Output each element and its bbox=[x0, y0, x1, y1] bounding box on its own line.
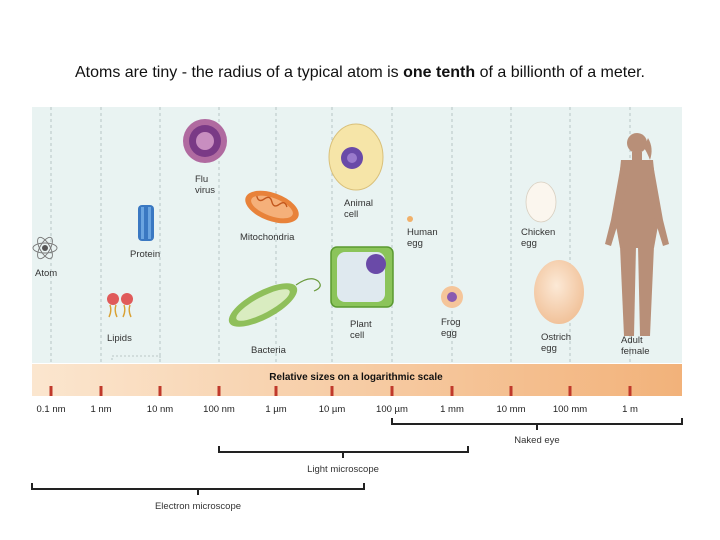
tick-label: 1 m bbox=[622, 404, 638, 415]
animal-cell-illustration bbox=[328, 123, 384, 191]
protein-label: Protein bbox=[130, 249, 160, 260]
human-egg-illustration bbox=[407, 216, 413, 222]
tick-label: 100 mm bbox=[553, 404, 587, 415]
light-microscope-bracket bbox=[218, 446, 469, 453]
mitochondria-illustration bbox=[245, 190, 299, 224]
tick-label: 1 µm bbox=[265, 404, 286, 415]
lipids-illustration bbox=[107, 293, 133, 318]
electron-microscope-bracket bbox=[31, 483, 365, 490]
adult-female-label-2: female bbox=[621, 346, 650, 357]
tick-label: 0.1 nm bbox=[36, 404, 65, 415]
naked-eye-label: Naked eye bbox=[514, 435, 559, 446]
plant-cell-label-1: Plant bbox=[350, 319, 372, 330]
ostrich-egg-illustration bbox=[534, 260, 584, 324]
flu-virus-label-2: virus bbox=[195, 185, 215, 196]
ostrich-egg-label-1: Ostrich bbox=[541, 332, 571, 343]
chicken-egg-label-1: Chicken bbox=[521, 227, 555, 238]
tick-label: 10 nm bbox=[147, 404, 173, 415]
plant-cell-label-2: cell bbox=[350, 330, 364, 341]
headline: Atoms are tiny - the radius of a typical… bbox=[0, 64, 720, 82]
plant-cell-illustration bbox=[330, 246, 394, 308]
bacteria-illustration bbox=[228, 278, 321, 327]
tick-label: 10 mm bbox=[496, 404, 525, 415]
light-microscope-label: Light microscope bbox=[307, 464, 379, 475]
adult-female-illustration bbox=[605, 133, 669, 336]
tick-marks bbox=[49, 386, 632, 396]
lipids-label: Lipids bbox=[107, 333, 132, 344]
mitochondria-label: Mitochondria bbox=[240, 232, 295, 243]
frog-egg-illustration bbox=[441, 286, 463, 308]
tick-label: 100 µm bbox=[376, 404, 408, 415]
frog-egg-label-1: Frog bbox=[441, 317, 461, 328]
electron-microscope-label: Electron microscope bbox=[155, 501, 241, 512]
naked-eye-bracket bbox=[391, 418, 683, 425]
chicken-egg-illustration bbox=[525, 181, 557, 223]
atom-label: Atom bbox=[35, 268, 57, 279]
headline-prefix: Atoms are tiny - the radius of a typical… bbox=[74, 64, 404, 81]
scale-banner bbox=[32, 364, 682, 396]
adult-female-label-1: Adult bbox=[621, 335, 643, 346]
frog-egg-label-2: egg bbox=[441, 328, 457, 339]
tick-label: 1 nm bbox=[90, 404, 111, 415]
protein-illustration bbox=[138, 205, 154, 241]
flu-virus-label-1: Flu bbox=[195, 174, 208, 185]
scale-banner-title: Relative sizes on a logarithmic scale bbox=[269, 372, 443, 383]
tick-labels: 0.1 nm 1 nm 10 nm 100 nm 1 µm 10 µm 100 … bbox=[36, 404, 638, 415]
flu-virus-illustration bbox=[183, 119, 227, 163]
headline-suffix: of a billionth of a meter. bbox=[475, 64, 645, 81]
tick-label: 10 µm bbox=[319, 404, 346, 415]
tick-label: 1 mm bbox=[440, 404, 464, 415]
tick-label: 100 nm bbox=[203, 404, 235, 415]
chicken-egg-label-2: egg bbox=[521, 238, 537, 249]
human-egg-label-2: egg bbox=[407, 238, 423, 249]
ostrich-egg-label-2: egg bbox=[541, 343, 557, 354]
animal-cell-label-1: Animal bbox=[344, 198, 373, 209]
human-egg-label-1: Human bbox=[407, 227, 438, 238]
headline-emphasis: one tenth bbox=[403, 64, 476, 81]
lipids-bracket bbox=[111, 355, 161, 360]
animal-cell-label-2: cell bbox=[344, 209, 358, 220]
bacteria-label: Bacteria bbox=[251, 345, 287, 356]
atom-illustration bbox=[32, 236, 58, 260]
